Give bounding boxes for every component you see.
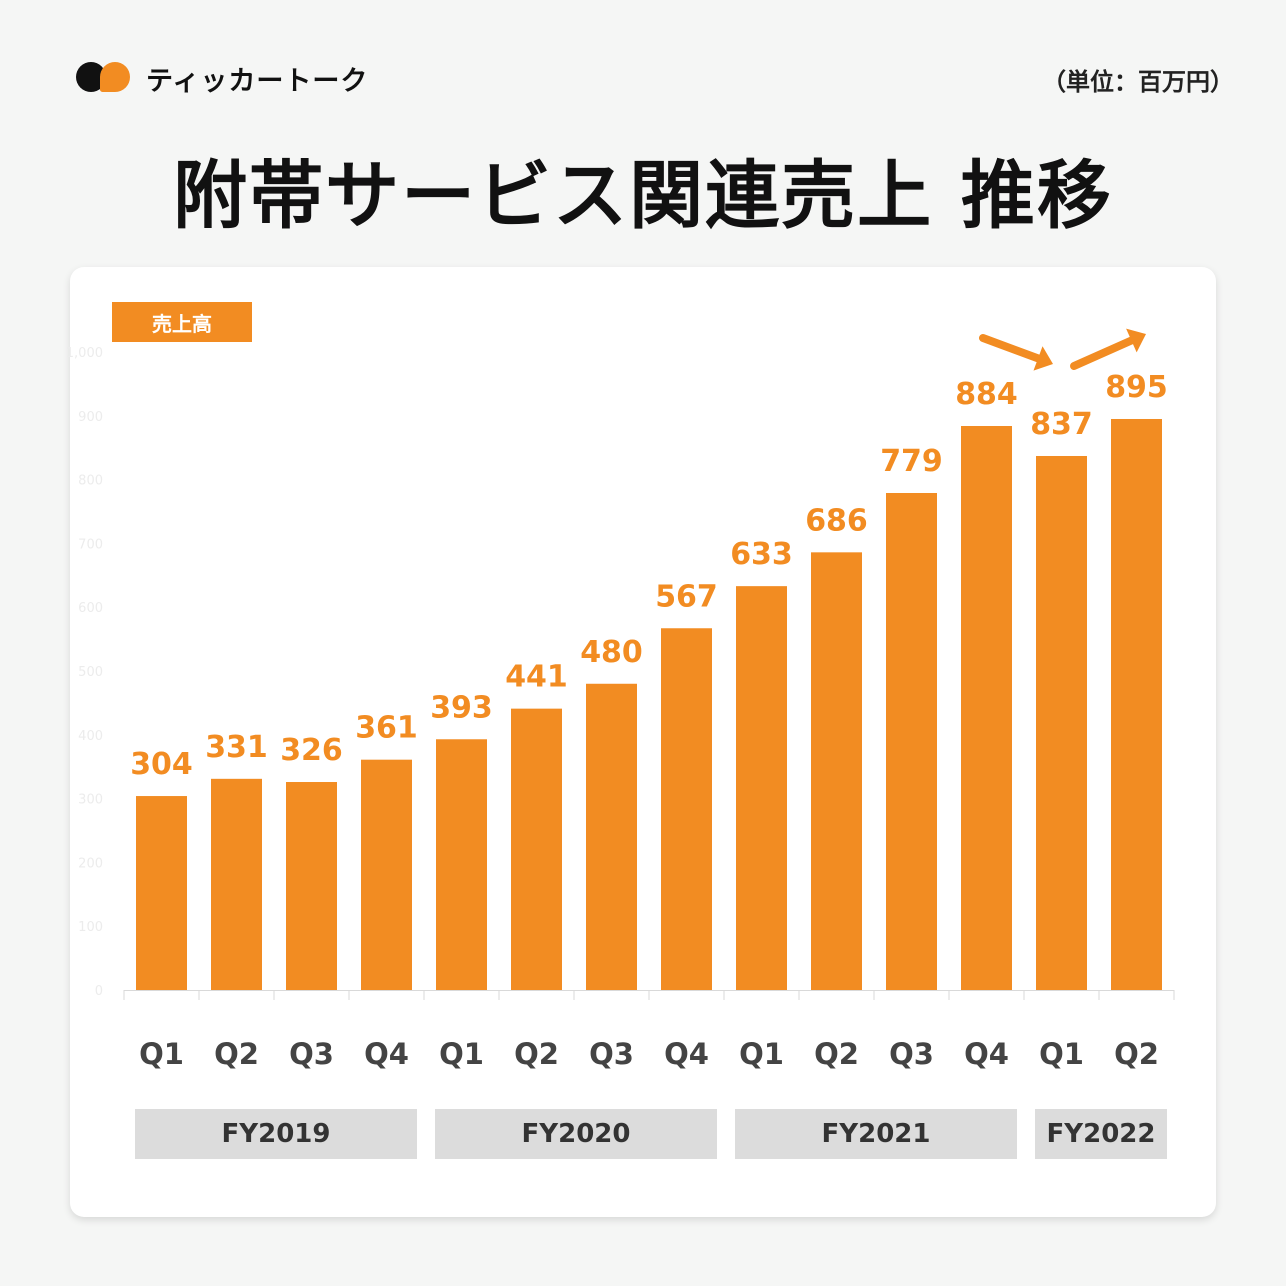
y-tick-label: 1,000 bbox=[66, 346, 103, 361]
bar bbox=[211, 778, 262, 990]
x-tick-label: Q2 bbox=[214, 1037, 259, 1071]
x-tick-label: Q4 bbox=[964, 1037, 1009, 1071]
x-tick-label: Q1 bbox=[739, 1037, 784, 1071]
x-tick-label: Q1 bbox=[439, 1037, 484, 1071]
legend-badge: 売上高 bbox=[112, 302, 252, 342]
data-label: 304 bbox=[130, 747, 193, 782]
x-tick-label: Q2 bbox=[514, 1037, 559, 1071]
bar bbox=[586, 683, 637, 990]
bar bbox=[286, 782, 337, 990]
unit-label: （単位：百万円） bbox=[1042, 68, 1234, 96]
arrow-down-icon bbox=[979, 334, 1053, 371]
x-tick-label: Q2 bbox=[1114, 1037, 1159, 1071]
x-tick-label: Q1 bbox=[1039, 1037, 1084, 1071]
y-tick-label: 700 bbox=[78, 537, 103, 552]
brand-name: ティッカートーク bbox=[146, 65, 369, 97]
data-label: 326 bbox=[280, 733, 343, 768]
fiscal-year-label: FY2022 bbox=[1035, 1109, 1167, 1159]
data-label: 567 bbox=[655, 579, 718, 614]
data-label: 895 bbox=[1105, 370, 1168, 405]
bar bbox=[811, 552, 862, 990]
y-tick-label: 200 bbox=[78, 856, 103, 871]
bar bbox=[1111, 418, 1162, 990]
fiscal-year-label: FY2020 bbox=[435, 1109, 717, 1159]
y-tick-label: 0 bbox=[95, 984, 103, 999]
x-tick-label: Q3 bbox=[889, 1037, 934, 1071]
bar bbox=[436, 739, 487, 990]
data-label: 686 bbox=[805, 503, 868, 538]
data-label: 480 bbox=[580, 635, 643, 670]
bar bbox=[1036, 455, 1087, 990]
data-label: 884 bbox=[955, 377, 1018, 412]
chart-card bbox=[70, 267, 1216, 1217]
x-tick-label: Q3 bbox=[589, 1037, 634, 1071]
fiscal-year-label: FY2021 bbox=[735, 1109, 1017, 1159]
bar bbox=[511, 708, 562, 990]
y-tick-label: 500 bbox=[78, 665, 103, 680]
y-tick-label: 900 bbox=[78, 410, 103, 425]
page-title: 附帯サービス関連売上 推移 bbox=[173, 153, 1113, 239]
arrow-up-icon bbox=[1070, 328, 1146, 370]
bar bbox=[361, 759, 412, 990]
x-tick-label: Q4 bbox=[664, 1037, 709, 1071]
x-tick-label: Q1 bbox=[139, 1037, 184, 1071]
bar bbox=[661, 628, 712, 990]
y-tick-label: 800 bbox=[78, 474, 103, 489]
bar bbox=[886, 492, 937, 990]
data-label: 779 bbox=[880, 444, 943, 479]
data-label: 331 bbox=[205, 730, 268, 765]
bar bbox=[961, 426, 1012, 990]
fiscal-year-label: FY2019 bbox=[135, 1109, 417, 1159]
y-tick-label: 600 bbox=[78, 601, 103, 616]
bar bbox=[136, 796, 187, 990]
data-label: 837 bbox=[1030, 407, 1093, 442]
x-tick-label: Q2 bbox=[814, 1037, 859, 1071]
data-label: 441 bbox=[505, 660, 568, 695]
x-tick-label: Q4 bbox=[364, 1037, 409, 1071]
brand-logo: ティッカートーク bbox=[76, 58, 368, 98]
bar bbox=[736, 586, 787, 990]
data-label: 361 bbox=[355, 711, 418, 746]
two-dots-logo-icon bbox=[76, 58, 136, 98]
data-label: 393 bbox=[430, 690, 493, 725]
y-tick-label: 400 bbox=[78, 729, 103, 744]
y-tick-label: 300 bbox=[78, 793, 103, 808]
x-tick-label: Q3 bbox=[289, 1037, 334, 1071]
y-tick-label: 100 bbox=[78, 920, 103, 935]
data-label: 633 bbox=[730, 537, 793, 572]
